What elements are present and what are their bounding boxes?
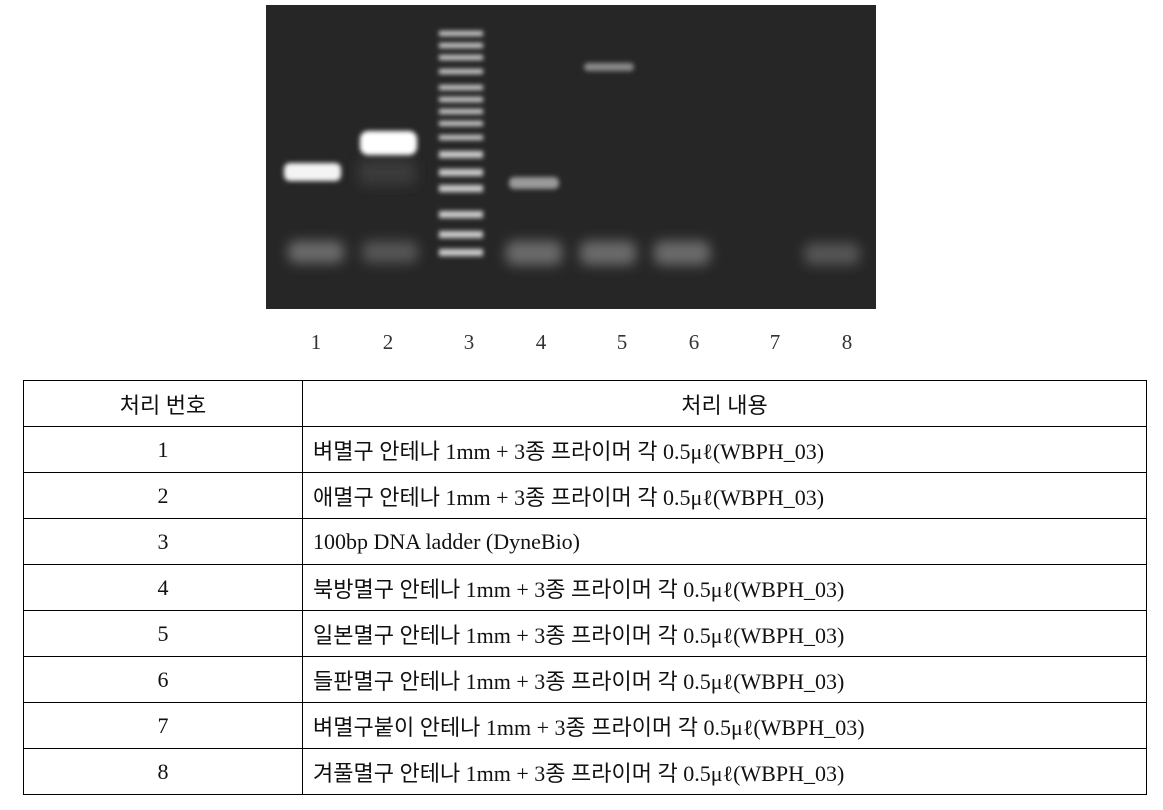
lane-number-cell: 2 (23, 472, 303, 519)
table-row: 5 일본멸구 안테나 1mm + 3종 프라이머 각 0.5μℓ(WBPH_03) (23, 610, 1147, 657)
treatment-table: 처리 번호 처리 내용 1 벼멸구 안테나 1mm + 3종 프라이머 각 0.5… (23, 380, 1147, 795)
header-row: 처리 번호 처리 내용 (23, 380, 1147, 427)
lane-number-cell: 4 (23, 564, 303, 611)
lane-label: 4 (535, 330, 547, 354)
lane-number-cell: 7 (23, 702, 303, 749)
lane-label: 7 (769, 330, 781, 354)
table-row: 8 겨풀멸구 안테나 1mm + 3종 프라이머 각 0.5μℓ(WBPH_03) (23, 748, 1147, 795)
treatment-cell: 벼멸구붙이 안테나 1mm + 3종 프라이머 각 0.5μℓ(WBPH_03) (302, 702, 1147, 749)
treatment-cell: 북방멸구 안테나 1mm + 3종 프라이머 각 0.5μℓ(WBPH_03) (302, 564, 1147, 611)
lane-number-cell: 3 (23, 518, 303, 565)
treatment-cell: 벼멸구 안테나 1mm + 3종 프라이머 각 0.5μℓ(WBPH_03) (302, 426, 1147, 473)
table-row: 6 들판멸구 안테나 1mm + 3종 프라이머 각 0.5μℓ(WBPH_03) (23, 656, 1147, 703)
gel-image (266, 5, 876, 309)
header-cell: 처리 내용 (302, 380, 1147, 427)
header-cell: 처리 번호 (23, 380, 303, 427)
treatment-cell: 들판멸구 안테나 1mm + 3종 프라이머 각 0.5μℓ(WBPH_03) (302, 656, 1147, 703)
table-row: 3 100bp DNA ladder (DyneBio) (23, 518, 1147, 565)
lane-label: 6 (688, 330, 700, 354)
lane-label: 2 (382, 330, 394, 354)
table-row: 2 애멸구 안테나 1mm + 3종 프라이머 각 0.5μℓ(WBPH_03) (23, 472, 1147, 519)
lane-number-cell: 6 (23, 656, 303, 703)
lane-number-cell: 5 (23, 610, 303, 657)
lane-number-cell: 1 (23, 426, 303, 473)
lane-label: 1 (310, 330, 322, 354)
lane-label: 5 (616, 330, 628, 354)
table-row: 7 벼멸구붙이 안테나 1mm + 3종 프라이머 각 0.5μℓ(WBPH_03… (23, 702, 1147, 749)
table-row: 4 북방멸구 안테나 1mm + 3종 프라이머 각 0.5μℓ(WBPH_03) (23, 564, 1147, 611)
table-row: 1 벼멸구 안테나 1mm + 3종 프라이머 각 0.5μℓ(WBPH_03) (23, 426, 1147, 473)
treatment-cell: 일본멸구 안테나 1mm + 3종 프라이머 각 0.5μℓ(WBPH_03) (302, 610, 1147, 657)
treatment-cell: 100bp DNA ladder (DyneBio) (302, 518, 1147, 565)
lane-label: 3 (463, 330, 475, 354)
treatment-cell: 겨풀멸구 안테나 1mm + 3종 프라이머 각 0.5μℓ(WBPH_03) (302, 748, 1147, 795)
treatment-cell: 애멸구 안테나 1mm + 3종 프라이머 각 0.5μℓ(WBPH_03) (302, 472, 1147, 519)
lane-label: 8 (841, 330, 853, 354)
lane-number-cell: 8 (23, 748, 303, 795)
